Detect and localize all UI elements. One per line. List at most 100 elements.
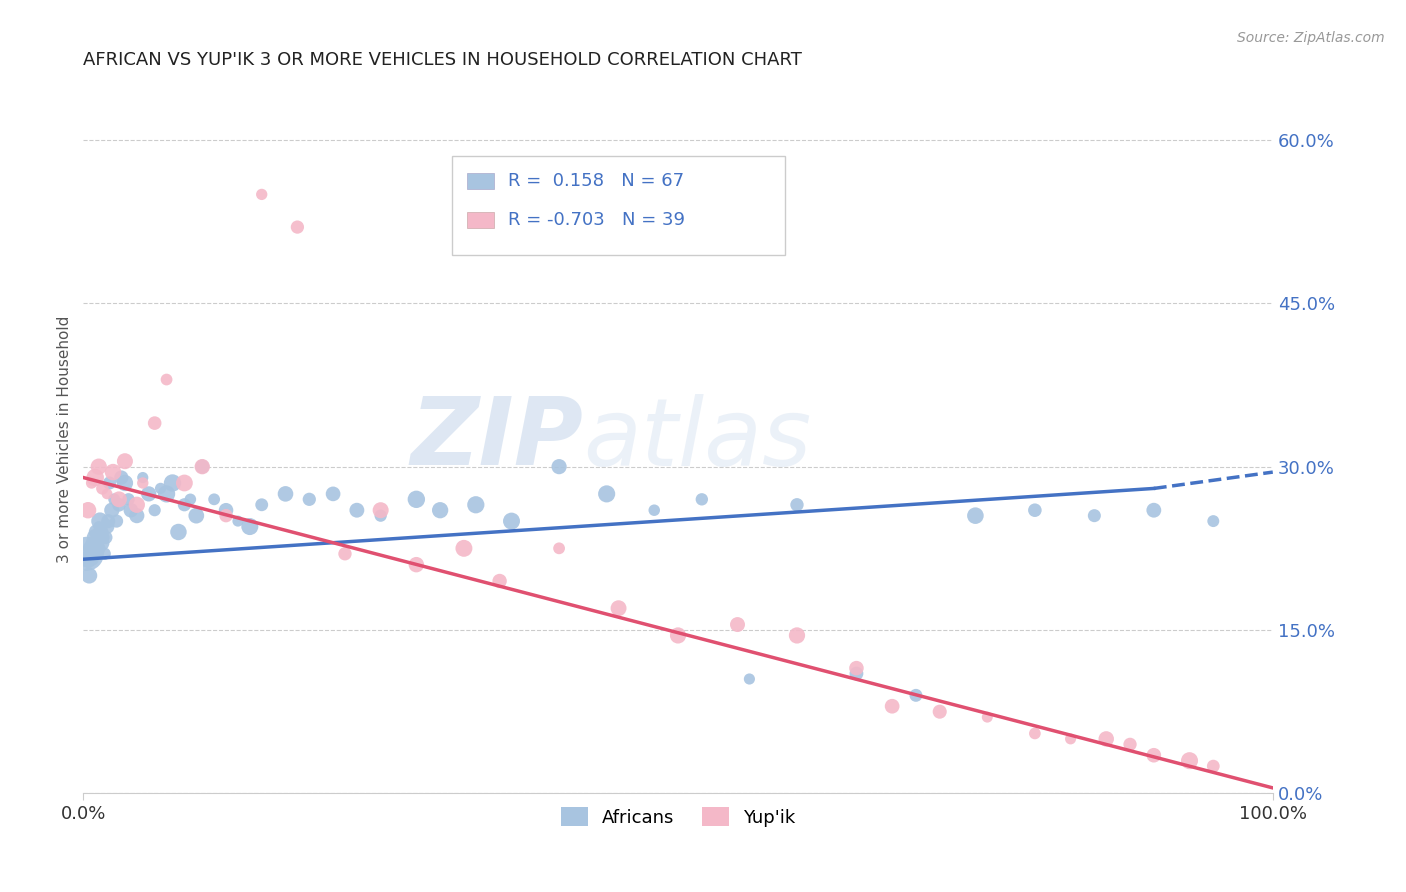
Legend: Africans, Yup'ik: Africans, Yup'ik [554,800,803,834]
Point [904,689,927,703]
Point [239,519,262,533]
Point [1202,514,1225,528]
Point [250,187,273,202]
Point [179,492,201,507]
Point [322,487,344,501]
Point [429,503,451,517]
Point [114,454,136,468]
Point [191,459,214,474]
Point [643,503,665,517]
Point [93,531,115,545]
Point [666,628,689,642]
Point [215,508,238,523]
Point [1024,726,1046,740]
Point [86,541,108,556]
Point [405,492,427,507]
Point [1059,731,1081,746]
Point [125,498,148,512]
Point [488,574,510,588]
Point [155,372,177,386]
Point [84,531,107,545]
Point [80,475,103,490]
Point [167,524,190,539]
Point [202,492,225,507]
Bar [467,173,494,189]
Point [226,514,249,528]
Point [101,465,124,479]
Point [1178,754,1201,768]
Point [108,498,131,512]
Point [132,475,155,490]
Point [125,508,148,523]
Point [86,524,108,539]
Point [298,492,321,507]
Point [453,541,475,556]
Point [77,568,100,582]
Point [83,547,105,561]
Point [501,514,523,528]
Point [191,459,214,474]
Point [97,514,120,528]
Point [727,617,749,632]
Point [346,503,368,517]
Point [80,536,103,550]
Text: Source: ZipAtlas.com: Source: ZipAtlas.com [1237,31,1385,45]
Point [215,503,238,517]
Point [114,475,136,490]
Point [91,482,114,496]
Point [98,475,121,490]
Point [87,459,110,474]
Point [928,705,950,719]
Point [149,482,172,496]
FancyBboxPatch shape [453,156,785,255]
Point [103,492,125,507]
Point [155,487,177,501]
Point [1083,508,1105,523]
Point [786,628,808,642]
Point [976,710,998,724]
Point [132,470,155,484]
Text: ZIP: ZIP [411,393,583,485]
Point [595,487,617,501]
Point [105,514,128,528]
Point [110,470,132,484]
Point [370,503,392,517]
Point [101,503,124,517]
Point [607,601,630,615]
Point [738,672,761,686]
Point [845,666,868,681]
Point [76,547,98,561]
Point [690,492,713,507]
Bar [467,212,494,227]
Point [173,498,195,512]
Point [138,487,160,501]
Point [1202,759,1225,773]
Point [548,459,571,474]
Point [79,541,101,556]
Point [186,508,208,523]
Point [143,503,166,517]
Point [94,531,117,545]
Point [93,547,115,561]
Point [464,498,486,512]
Point [274,487,297,501]
Y-axis label: 3 or more Vehicles in Household: 3 or more Vehicles in Household [58,316,72,563]
Point [333,547,356,561]
Point [162,475,184,490]
Point [96,519,118,533]
Point [90,536,112,550]
Point [1024,503,1046,517]
Point [882,699,904,714]
Text: AFRICAN VS YUP'IK 3 OR MORE VEHICLES IN HOUSEHOLD CORRELATION CHART: AFRICAN VS YUP'IK 3 OR MORE VEHICLES IN … [83,51,803,69]
Point [1143,748,1166,763]
Point [77,552,100,566]
Point [89,514,111,528]
Point [370,508,392,523]
Point [117,492,139,507]
Point [87,519,110,533]
Point [108,492,131,507]
Point [1119,737,1142,751]
Point [120,503,142,517]
Point [1143,503,1166,517]
Point [91,524,114,539]
